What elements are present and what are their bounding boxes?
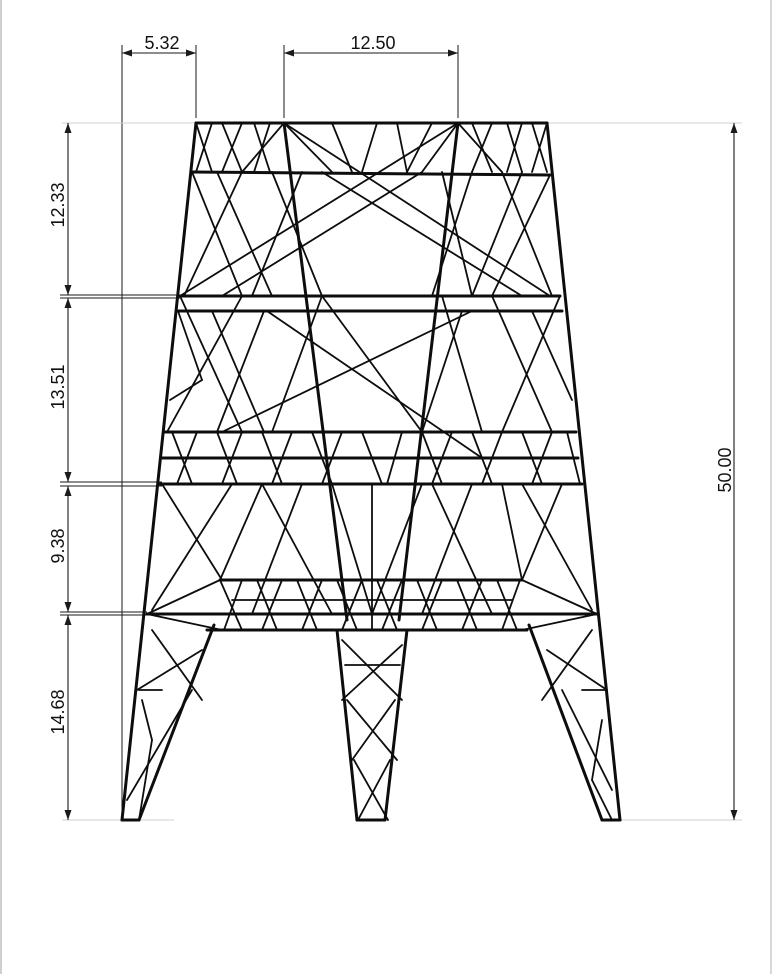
dimension-label-top-center: 12.50	[350, 33, 395, 53]
tower-bracing-legs	[126, 629, 613, 821]
tower-bracing-top-panel	[179, 122, 551, 297]
tower-main-members	[120, 121, 622, 822]
dimension-top-center-width: 12.50	[283, 33, 459, 118]
tower-bracing-band-base	[146, 579, 598, 631]
dimension-label-total: 50.00	[715, 447, 735, 492]
dimension-top-left-width: 5.32	[121, 33, 197, 820]
tower-bracing-middle-panel	[166, 295, 573, 459]
dimension-label-segment-2: 13.51	[48, 364, 68, 409]
dimension-label-segment-1: 12.33	[48, 182, 68, 227]
dimension-label-top-left: 5.32	[144, 33, 179, 53]
tower-bracing-upper-panel	[183, 171, 553, 297]
tower-bracing-lower-panel	[151, 483, 593, 631]
dimension-total-height: 50.00	[547, 122, 742, 821]
dimension-label-segment-4: 14.68	[48, 689, 68, 734]
dimension-left-segments: 12.33 13.51 9.38 14.68	[48, 122, 196, 821]
dimension-label-segment-3: 9.38	[48, 528, 68, 563]
tower-bracing-band-lower	[171, 431, 581, 485]
